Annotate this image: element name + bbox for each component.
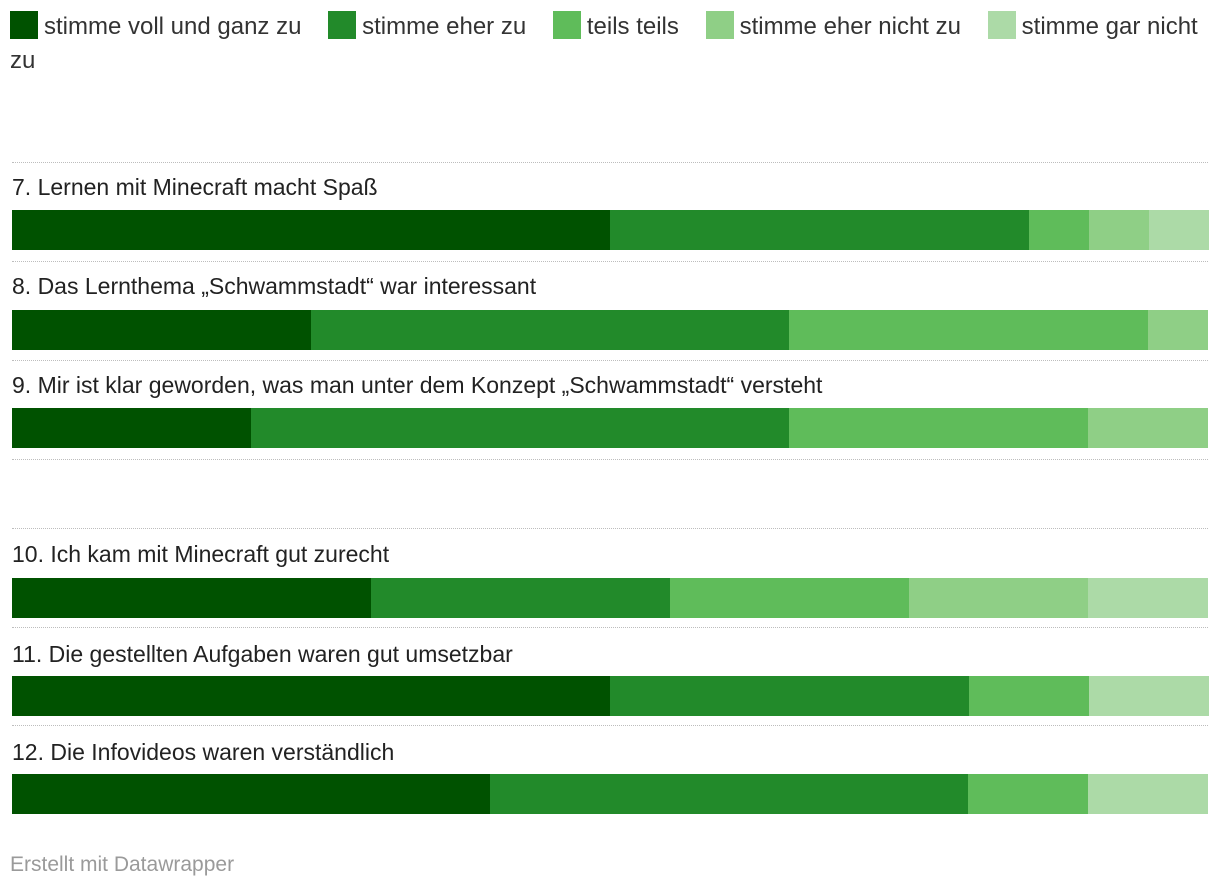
legend-swatch: [705, 11, 734, 39]
row-label: 10. Ich kam mit Minecraft gut zurecht: [12, 541, 390, 567]
stacked-bar: [12, 578, 1208, 618]
bar-segment: [1149, 210, 1209, 250]
bar-segment: [12, 210, 610, 250]
row-label: 7. Lernen mit Minecraft macht Spaß: [12, 174, 378, 200]
divider: [12, 459, 1208, 460]
bar-segment: [1088, 578, 1208, 618]
divider: [12, 725, 1208, 726]
legend-label: stimme eher zu: [362, 13, 527, 40]
bar-segment: [12, 310, 311, 350]
bar-segment: [490, 774, 968, 814]
bar-segment: [12, 676, 610, 716]
row-label: 9. Mir ist klar geworden, was man unter …: [12, 372, 823, 398]
row-label: 12. Die Infovideos waren verständlich: [12, 739, 395, 765]
divider: [12, 528, 1208, 529]
divider: [12, 627, 1208, 628]
legend-swatch: [552, 11, 581, 39]
bar-segment: [789, 408, 1088, 448]
bar-segment: [610, 676, 969, 716]
bar-segment: [1089, 210, 1149, 250]
legend-item: teils teils: [552, 11, 679, 40]
bar-segment: [371, 578, 670, 618]
bar-segment: [969, 676, 1089, 716]
stacked-bar: [12, 774, 1208, 814]
bar-segment: [968, 774, 1088, 814]
legend: stimme voll und ganz zu stimme eher zu t…: [10, 10, 1210, 78]
bar-segment: [789, 310, 1148, 350]
stacked-bar: [12, 210, 1209, 250]
bar-segment: [251, 408, 789, 448]
bar-segment: [670, 578, 909, 618]
bar-segment: [610, 210, 1029, 250]
bar-segment: [12, 774, 490, 814]
legend-label: stimme eher nicht zu: [739, 13, 961, 40]
bar-segment: [311, 310, 789, 350]
stacked-bar: [12, 408, 1208, 448]
legend-swatch: [328, 11, 357, 39]
bar-segment: [12, 408, 251, 448]
row-label: 11. Die gestellten Aufgaben waren gut um…: [12, 641, 513, 667]
divider: [12, 162, 1208, 163]
bar-segment: [909, 578, 1088, 618]
row-label: 8. Das Lernthema „Schwammstadt“ war inte…: [12, 273, 537, 299]
legend-item: stimme gar nicht zu: [10, 11, 1198, 74]
divider: [12, 261, 1208, 262]
bar-segment: [1088, 408, 1208, 448]
bar-segment: [1029, 210, 1089, 250]
legend-swatch: [987, 11, 1016, 39]
divider: [12, 360, 1208, 361]
legend-item: stimme eher zu: [328, 11, 527, 40]
bar-segment: [1088, 774, 1208, 814]
legend-label: stimme voll und ganz zu: [44, 13, 302, 40]
bar-segment: [1089, 676, 1209, 716]
bar-segment: [1148, 310, 1208, 350]
credit-link[interactable]: Erstellt mit Datawrapper: [10, 853, 235, 876]
stacked-bar: [12, 676, 1209, 716]
legend-item: stimme eher nicht zu: [705, 11, 961, 40]
legend-label: stimme gar nicht zu: [10, 13, 1198, 74]
stacked-bar: [12, 310, 1208, 350]
legend-item: stimme voll und ganz zu: [10, 11, 302, 40]
legend-swatch: [10, 11, 38, 39]
bar-segment: [12, 578, 371, 618]
legend-label: teils teils: [586, 13, 679, 40]
